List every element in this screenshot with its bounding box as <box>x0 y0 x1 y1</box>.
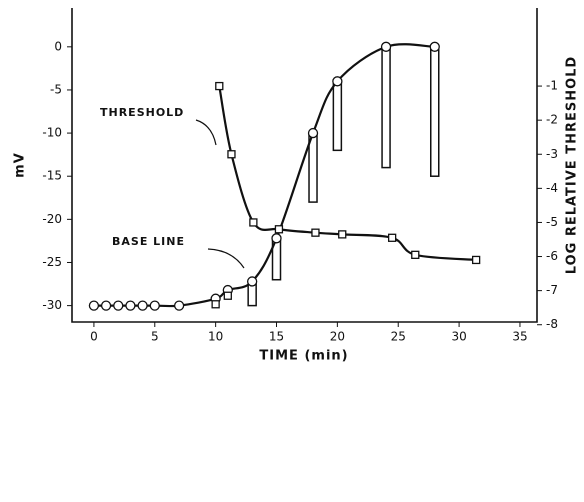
point <box>338 230 347 239</box>
y2-tick-label: -5 <box>546 215 558 229</box>
x-tick-label: 30 <box>451 330 466 344</box>
point <box>332 76 343 87</box>
y2-tick-label: -3 <box>546 147 558 161</box>
x-tick-label: 25 <box>391 330 406 344</box>
y-axis-title: mV <box>13 152 28 178</box>
point <box>249 218 258 227</box>
y2-tick-label: -4 <box>546 181 558 195</box>
y-tick-label: -25 <box>42 255 62 269</box>
point <box>100 300 112 311</box>
point <box>88 300 100 311</box>
y-tick-label: -5 <box>50 82 62 96</box>
response-bar <box>381 46 391 169</box>
y2-axis-title: LOG RELATIVE THRESHOLD <box>565 56 580 274</box>
y-tick-label: -30 <box>42 298 62 312</box>
point <box>311 228 320 237</box>
point <box>247 276 258 287</box>
y2-tick-label: -7 <box>546 283 558 297</box>
y2-tick-label: -8 <box>546 317 558 331</box>
x-tick-label: 0 <box>90 330 98 344</box>
point <box>380 41 392 52</box>
y2-tick-label: -1 <box>546 79 558 93</box>
point <box>387 233 397 242</box>
point <box>271 233 282 244</box>
x-tick-label: 10 <box>208 330 223 344</box>
point <box>113 300 124 311</box>
point <box>137 300 148 311</box>
point <box>411 250 420 259</box>
point <box>173 300 185 311</box>
point <box>471 255 481 265</box>
threshold-annotation: THRESHOLD <box>100 106 184 119</box>
point <box>307 127 319 139</box>
x-tick-label: 15 <box>269 330 284 344</box>
x-tick-label: 35 <box>512 330 527 344</box>
point <box>227 150 236 159</box>
point <box>125 300 136 311</box>
y2-tick-label: -2 <box>546 113 558 127</box>
x-tick-label: 20 <box>330 330 345 344</box>
response-bar <box>332 80 343 152</box>
annotation-arrow <box>195 119 217 146</box>
x-tick-label: 5 <box>151 330 159 344</box>
point <box>274 225 284 234</box>
annotation-arrow <box>207 248 245 269</box>
point <box>149 300 160 311</box>
point <box>215 81 224 91</box>
y-tick-label: -20 <box>42 212 62 226</box>
x-axis-title: TIME (min) <box>259 349 348 364</box>
point <box>223 291 232 300</box>
y-tick-label: 0 <box>54 39 62 53</box>
y-tick-label: -15 <box>42 169 62 183</box>
response-bar <box>429 46 440 177</box>
y-tick-label: -10 <box>42 126 62 140</box>
y2-tick-label: -6 <box>546 249 558 263</box>
point <box>211 300 220 309</box>
axes <box>71 8 538 323</box>
baseline-annotation: BASE LINE <box>112 235 185 248</box>
point <box>429 41 440 52</box>
